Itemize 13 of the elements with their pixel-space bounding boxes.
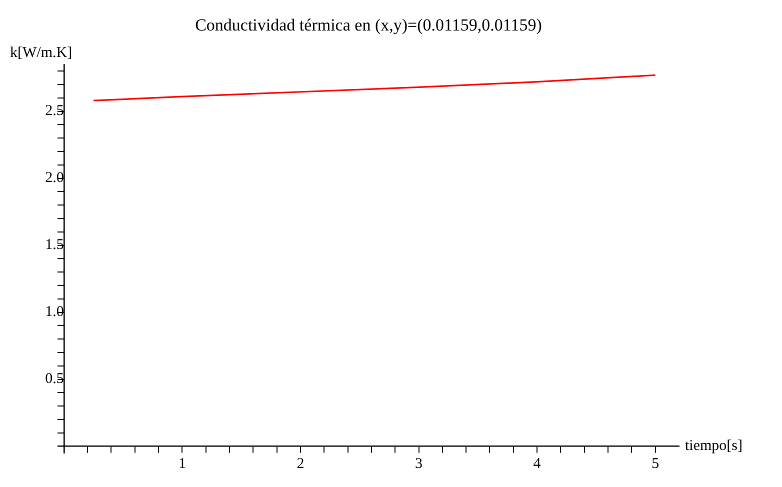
y-tick-label: 2.0 [45,170,64,186]
x-axis-title: tiempo[s] [685,438,742,454]
chart-title: Conductividad térmica en (x,y)=(0.01159,0.01159) [195,16,542,35]
y-tick-label: 1.0 [45,304,64,320]
y-tick-label: 2.5 [45,103,64,120]
x-tick-label: 3 [415,456,423,472]
x-tick-label: 2 [296,456,304,472]
y-axis-title: k[W/m.K] [10,44,72,61]
y-tick-label: 1.5 [45,237,64,254]
x-tick-label: 1 [178,456,186,472]
x-tick-label: 5 [652,456,660,472]
x-tick-label: 4 [533,456,542,472]
y-tick-label: 0.5 [45,371,64,388]
